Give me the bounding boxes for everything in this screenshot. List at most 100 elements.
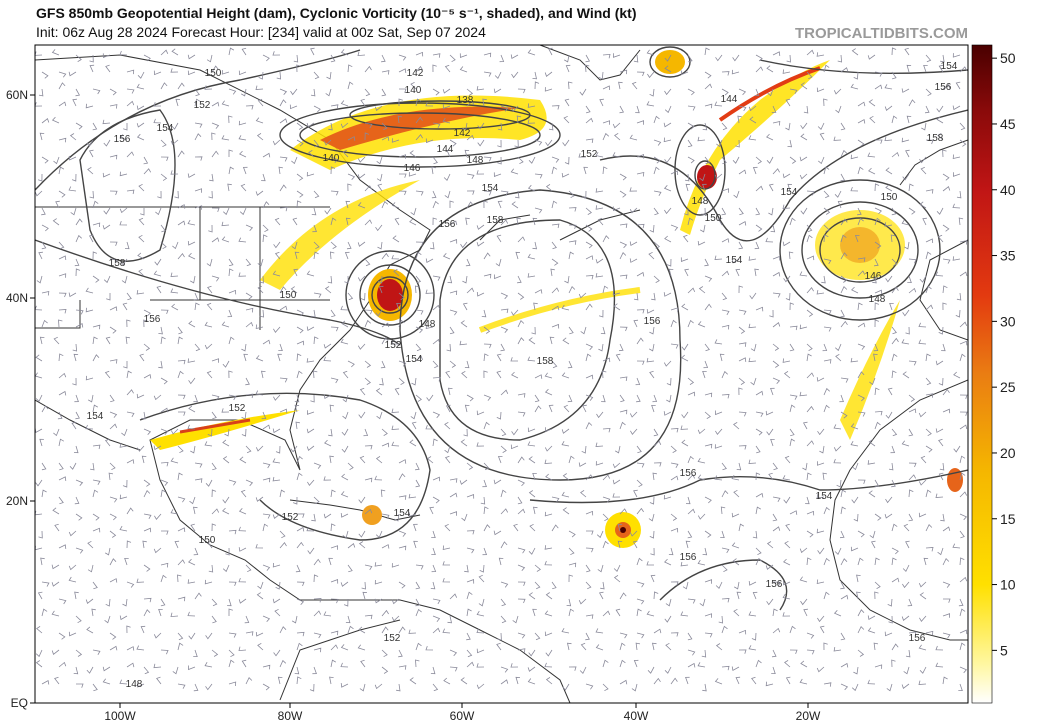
wind-barb [567,394,573,403]
wind-barb [41,118,50,124]
wind-barb [527,49,536,56]
wind-barb [85,598,94,604]
wind-barb [868,439,876,447]
wind-barb [918,339,927,345]
wind-barb [92,354,100,362]
wind-barb [884,105,893,111]
wind-barb [257,258,264,267]
wind-barb [425,424,434,430]
wind-barb [483,506,489,515]
wind-barb [296,598,305,605]
wind-barb [177,632,184,641]
wind-barb [906,64,912,73]
wind-barb [126,88,135,94]
wind-barb [483,156,492,162]
wind-barb [292,496,298,505]
wind-barb [517,411,526,417]
wind-barb [568,286,576,294]
wind-barb [511,71,519,79]
wind-barb [663,292,672,297]
wind-barb [918,581,927,588]
wind-barb [296,326,304,334]
wind-barb [636,462,645,468]
wind-barb [58,190,66,198]
wind-barb [307,547,315,555]
wind-barb [680,561,689,567]
wind-barb [857,609,865,617]
wind-barb [823,190,830,199]
wind-barb [228,659,235,668]
wind-barb [141,411,146,420]
wind-barb [959,455,966,464]
wind-barb [205,632,213,640]
wind-barb [925,428,932,437]
wind-barb [517,456,525,464]
wind-barb [500,105,509,112]
wind-barb [942,149,947,158]
wind-barb [597,564,604,573]
wind-barb [919,156,927,164]
wind-barb [75,513,83,521]
wind-barb [925,489,932,498]
wind-barb [840,632,846,641]
wind-barb [784,660,791,668]
wind-barb [347,360,355,368]
wind-barb [840,662,849,668]
wind-barb [681,303,689,311]
wind-barb [765,564,774,570]
wind-barb [68,576,77,583]
wind-barb [602,357,611,363]
wind-barb [925,54,932,63]
wind-barb [313,139,320,148]
wind-barb [177,220,186,226]
wind-barb [414,285,420,294]
wind-barb [619,409,628,415]
wind-barb [429,506,434,515]
wind-barb [697,662,706,668]
wind-barb [39,132,45,141]
wind-barb [340,513,349,518]
wind-barb [500,445,507,453]
wind-barb [612,206,621,212]
wind-barb [840,234,847,243]
wind-barb [653,139,662,146]
wind-barb [306,358,315,363]
wind-barb [255,190,264,196]
wind-barb [228,47,235,56]
wind-barb [430,581,436,590]
wind-barb [721,188,729,193]
wind-barb [937,234,944,243]
wind-barb [449,511,457,516]
wind-barb [891,286,899,294]
wind-barb [548,47,553,56]
wind-barb [75,615,82,624]
wind-barb [143,156,149,165]
lon-label: 60W [450,709,475,723]
wind-barb [874,217,881,226]
wind-barb [653,677,661,685]
wind-barb [381,649,388,658]
wind-barb [874,479,880,488]
wind-barb [381,428,388,436]
wind-barb [143,309,151,317]
wind-barb [476,442,485,447]
wind-barb [891,659,896,668]
wind-barb [529,523,536,532]
wind-barb [823,234,829,243]
wind-barb [646,309,655,314]
wind-barb [483,353,489,362]
wind-barb [704,47,710,56]
wind-barb [959,472,966,481]
wind-barb [480,496,486,505]
wind-barb [483,326,491,334]
wind-barb [430,666,436,675]
wind-barb [262,224,269,233]
wind-barb [192,506,198,515]
wind-barb [941,343,946,352]
wind-barb [666,394,672,403]
wind-barb [52,507,60,515]
wind-barb [211,132,216,141]
wind-barb [938,438,944,447]
wind-barb [171,122,179,130]
wind-barb [872,275,877,284]
